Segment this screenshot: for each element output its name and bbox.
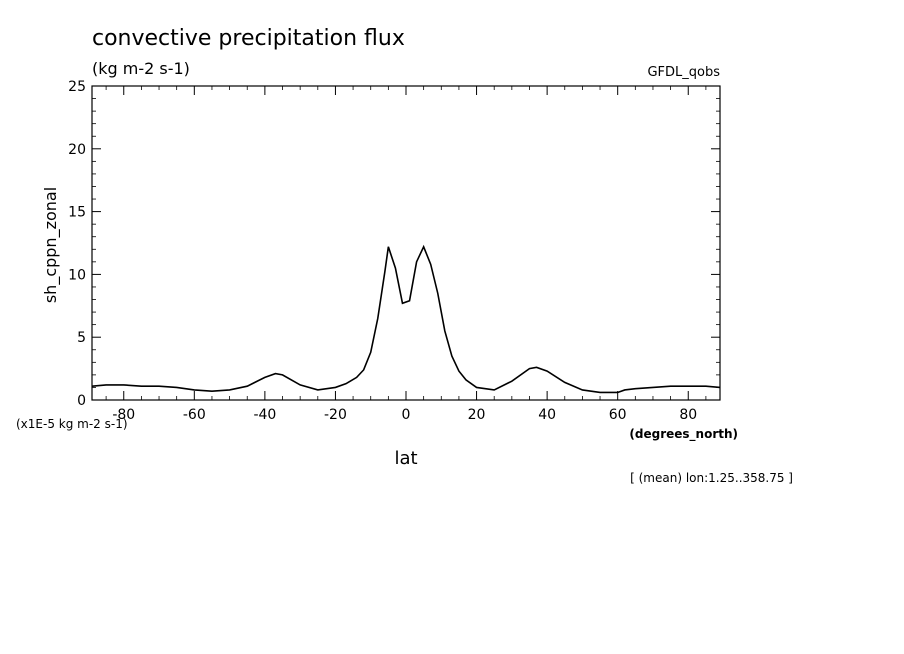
x-tick-label: -40 — [253, 407, 276, 423]
x-units-label: (degrees_north) — [629, 427, 738, 442]
y-tick-label: 10 — [68, 267, 86, 283]
y-axis-label: sh_cppn_zonal — [41, 187, 61, 303]
footnote: [ (mean) lon:1.25..358.75 ] — [630, 471, 793, 485]
axis-ticks — [92, 85, 720, 401]
y-tick-label: 25 — [68, 79, 86, 95]
x-tick-label: 60 — [609, 407, 627, 423]
y-tick-label: 5 — [77, 330, 86, 346]
series-line — [91, 244, 721, 394]
x-tick-label: 80 — [679, 407, 697, 423]
x-tick-labels: -80 -60 -40 -20 0 20 40 60 80 — [112, 407, 697, 423]
chart-title: convective precipitation flux — [92, 26, 405, 51]
y-tick-label: 20 — [68, 142, 86, 158]
y-tick-labels: 0 5 10 15 20 25 — [68, 79, 86, 409]
y-tick-label: 15 — [68, 205, 86, 221]
x-tick-label: 40 — [538, 407, 556, 423]
x-tick-label: -80 — [112, 407, 135, 423]
y-tick-label: 0 — [77, 393, 86, 409]
x-tick-label: 20 — [468, 407, 486, 423]
dataset-label: GFDL_qobs — [647, 65, 720, 80]
x-axis-label: lat — [394, 448, 417, 469]
x-tick-label: 0 — [402, 407, 411, 423]
x-tick-label: -60 — [183, 407, 206, 423]
chart-subtitle: (kg m-2 s-1) — [92, 59, 190, 78]
x-tick-label: -20 — [324, 407, 347, 423]
y-scale-note: (x1E-5 kg m-2 s-1) — [16, 417, 128, 431]
plot-frame — [91, 85, 721, 401]
